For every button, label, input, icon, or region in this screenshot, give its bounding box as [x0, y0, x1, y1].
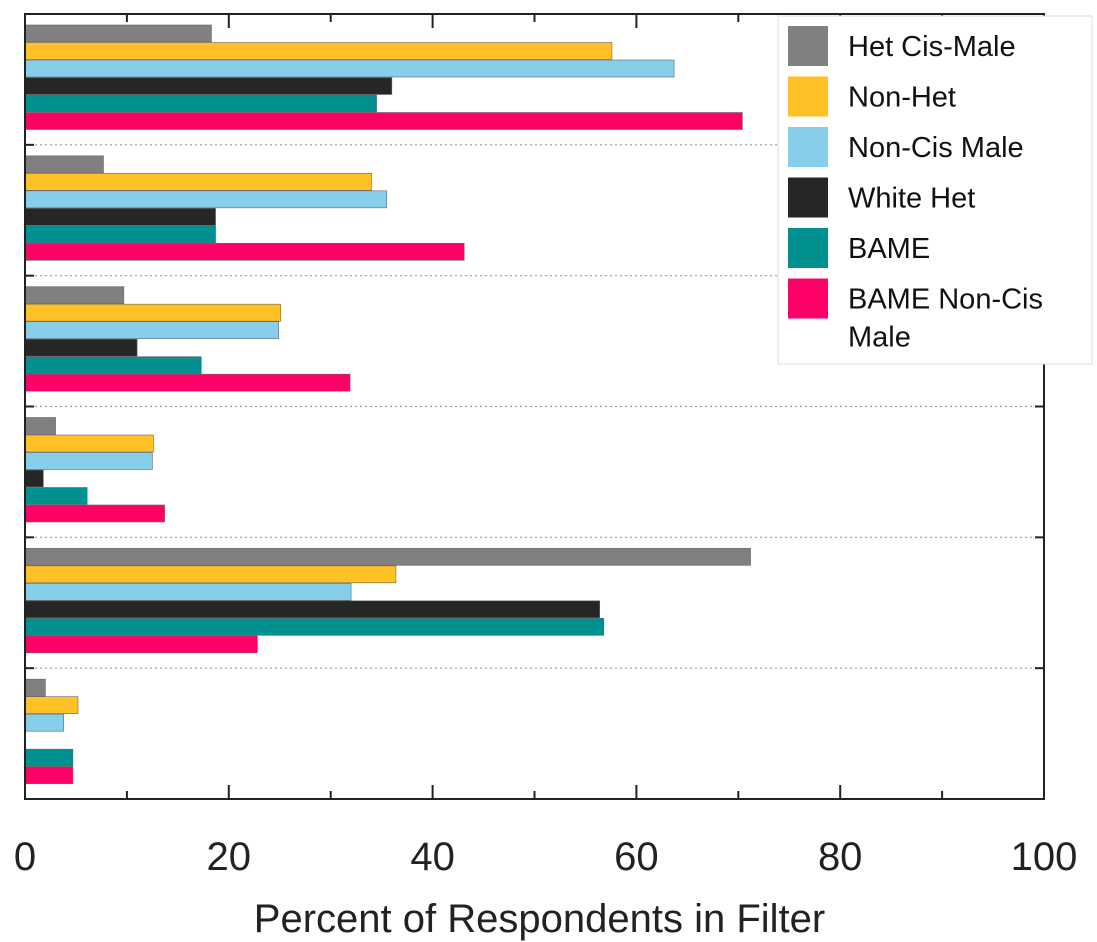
- x-tick-label: 100: [1011, 835, 1078, 879]
- bar: [24, 173, 372, 191]
- legend-label: Non-Het: [848, 82, 956, 114]
- x-tick-label: 60: [614, 835, 659, 879]
- bar: [24, 504, 165, 523]
- bar: [24, 303, 282, 322]
- bar: [24, 208, 216, 226]
- legend-swatch: [788, 127, 828, 167]
- bar: [24, 155, 104, 174]
- legend-label: White Het: [848, 183, 975, 215]
- x-axis-title: Percent of Respondents in Filter: [254, 897, 825, 941]
- bar: [24, 356, 202, 374]
- legend-swatch: [788, 177, 828, 218]
- legend-label: BAME Non-Cis: [848, 284, 1043, 316]
- legend-label: Male: [848, 322, 911, 354]
- x-tick-label: 40: [410, 835, 455, 879]
- bar: [24, 452, 153, 470]
- bar: [24, 243, 465, 261]
- bar: [24, 548, 751, 566]
- legend-swatch: [788, 26, 828, 66]
- bar: [24, 635, 258, 654]
- legend-label: Het Cis-Male: [848, 31, 1016, 63]
- bar: [24, 373, 351, 392]
- bar: [24, 565, 397, 584]
- bar: [24, 766, 74, 784]
- legend-swatch: [788, 76, 828, 117]
- bar: [24, 434, 154, 453]
- bar: [24, 59, 675, 78]
- legend-swatch: [788, 228, 828, 268]
- bar: [24, 42, 613, 60]
- bar: [24, 338, 138, 357]
- bar: [24, 286, 125, 304]
- legend-label: BAME: [848, 233, 930, 265]
- legend: Het Cis-Male Non-Het Non-Cis Male White Het…: [777, 15, 1093, 365]
- x-tick-label: 0: [14, 835, 36, 879]
- bar: [24, 190, 388, 209]
- bar: [24, 618, 605, 636]
- bars-layer: [24, 24, 751, 784]
- bar: [24, 77, 393, 95]
- bar: [24, 24, 212, 43]
- legend-swatch: [788, 278, 828, 319]
- legend-label: Non-Cis Male: [848, 132, 1024, 164]
- bar: [24, 713, 65, 732]
- bar: [24, 94, 377, 113]
- bar: [24, 417, 56, 435]
- bar: [24, 487, 88, 505]
- bar: [24, 583, 352, 601]
- bar: [24, 678, 46, 697]
- bar: [24, 748, 74, 767]
- bar: [24, 225, 216, 244]
- bar: [24, 696, 79, 714]
- bar: [24, 469, 44, 488]
- legend-box: [777, 15, 1093, 365]
- bar: [24, 112, 743, 130]
- x-tick-label: 20: [207, 835, 252, 879]
- bar: [24, 600, 601, 619]
- x-tick-label: 80: [818, 835, 863, 879]
- x-tick-labels: 0 20 40 60 80 100: [14, 835, 1078, 879]
- bar: [24, 321, 280, 339]
